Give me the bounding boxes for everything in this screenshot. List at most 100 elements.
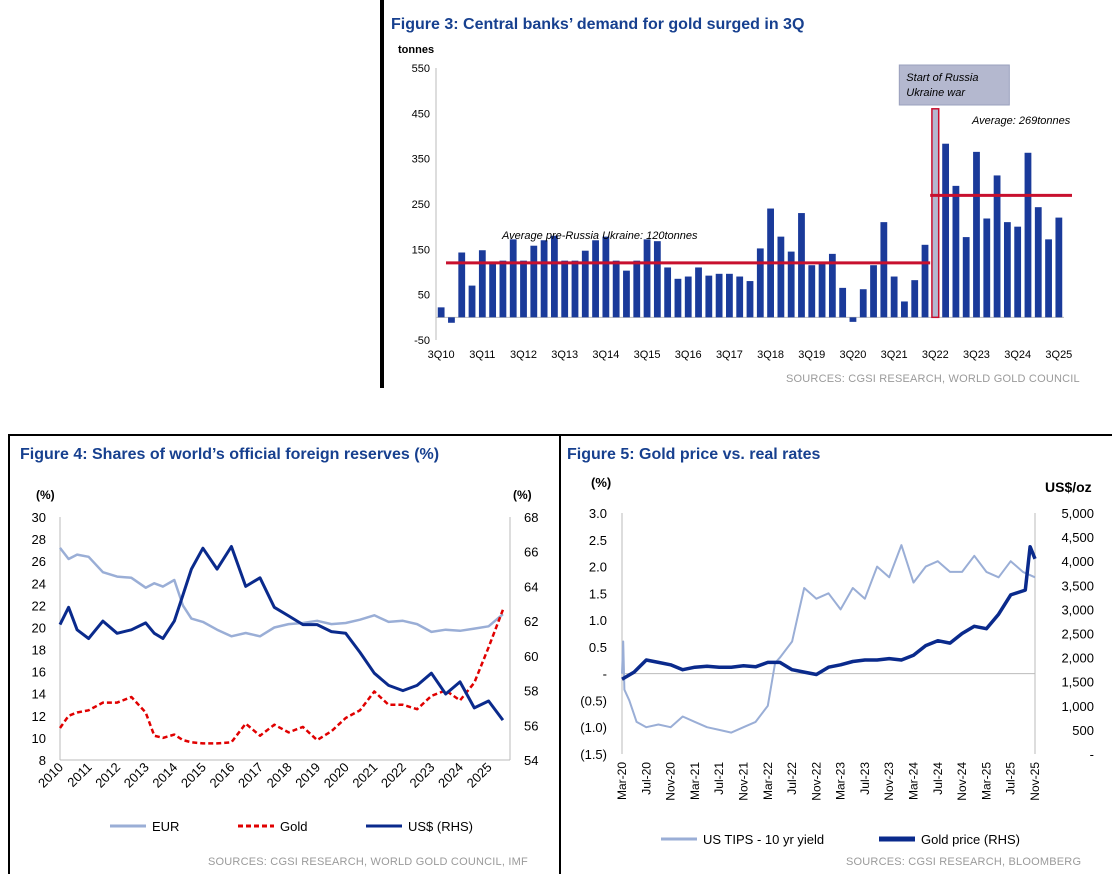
fig3-xtick-label: 3Q19 <box>798 349 825 361</box>
fig5-ytick-left: 1.0 <box>589 613 607 628</box>
fig5-xtick-label: Nov-21 <box>736 762 750 801</box>
fig5-legend-label: US TIPS - 10 yr yield <box>703 832 824 847</box>
fig5-xtick-label: Mar-23 <box>834 762 848 800</box>
fig3-bar <box>448 317 455 323</box>
fig3-annotation-box <box>898 64 1010 106</box>
fig3-bar <box>870 265 877 318</box>
fig5-xtick-label: Jul-20 <box>639 762 653 795</box>
fig5-ytick-right: 4,500 <box>1061 530 1094 545</box>
fig3-title: Figure 3: Central banks’ demand for gold… <box>391 16 805 33</box>
fig4-legend-label: Gold <box>280 819 307 834</box>
fig3-bar <box>798 213 805 318</box>
fig5-series-line <box>621 544 1036 734</box>
fig5-ylabel-left: (%) <box>591 475 611 490</box>
fig5-ytick-right: 5,000 <box>1061 506 1094 521</box>
fig3-bar <box>880 222 888 318</box>
fig5-series-line <box>621 544 1037 681</box>
fig4-series-line <box>59 547 504 638</box>
fig3-bar <box>540 240 548 318</box>
fig5-top-rule <box>560 434 1112 436</box>
fig3-xtick-label: 3Q25 <box>1045 349 1072 361</box>
fig5-xtick-label: Nov-24 <box>955 762 969 801</box>
fig4-xtick-label: 2015 <box>178 760 209 791</box>
fig5-xtick-label: Mar-24 <box>907 762 921 800</box>
fig3-chart: tonnes -50 50 150 250 350 450 550 3Q10 3Q11 3Q12 3Q… <box>398 44 1072 361</box>
fig3-bar <box>942 143 950 318</box>
fig3-xtick-label: 3Q20 <box>839 349 866 361</box>
fig5-ytick-right: 2,500 <box>1061 627 1094 642</box>
fig3-bar <box>458 252 466 318</box>
fig4-ytick-left: 18 <box>32 643 46 658</box>
fig4-xtick-label: 2016 <box>206 760 237 791</box>
fig4-legend-label: EUR <box>152 819 179 834</box>
fig5-ytick-left: 0.5 <box>589 640 607 655</box>
fig4-ytick-right: 54 <box>524 753 538 768</box>
fig5-legend-label: Gold price (RHS) <box>921 832 1020 847</box>
fig3-bar <box>890 276 898 318</box>
fig4-ytick-right: 58 <box>524 684 538 699</box>
fig5-ytick-right: 4,000 <box>1061 554 1094 569</box>
fig3-bar <box>602 236 610 318</box>
fig4-xtick-label: 2019 <box>292 760 323 791</box>
fig4-ytick-left: 24 <box>32 576 46 591</box>
fig5-ytick-left: 2.5 <box>589 533 607 548</box>
fig3-xtick-label: 3Q16 <box>675 349 702 361</box>
fig4-ylabel-left: (%) <box>36 488 55 502</box>
fig3-ytick-label: 150 <box>412 244 430 256</box>
fig3-bar <box>674 278 682 318</box>
fig3-bar <box>859 289 867 318</box>
fig4-source: SOURCES: CGSI RESEARCH, WORLD GOLD COUNC… <box>208 856 528 868</box>
fig5-xtick-label: Jul-25 <box>1004 762 1018 795</box>
fig3-bar <box>468 285 476 318</box>
fig3-xtick-label: 3Q23 <box>963 349 990 361</box>
fig4-xtick-label: 2022 <box>378 760 409 791</box>
fig3-bar <box>705 275 713 318</box>
fig4-ytick-right: 64 <box>524 579 538 594</box>
fig5-xtick-label: Mar-25 <box>979 762 993 800</box>
fig3-bar <box>962 237 970 318</box>
fig5-source: SOURCES: CGSI RESEARCH, BLOOMBERG <box>846 856 1082 868</box>
fig5-ylabel-right: US$/oz <box>1045 479 1092 495</box>
fig3-bar <box>530 245 538 318</box>
fig3-bar <box>581 250 589 318</box>
fig3-ytick-label: 50 <box>418 290 430 302</box>
fig5-xtick-label: Mar-22 <box>761 762 775 800</box>
fig3-xtick-label: 3Q21 <box>881 349 908 361</box>
fig3-bar <box>612 260 620 318</box>
fig3-bar-highlight <box>931 108 940 319</box>
fig3-bar <box>499 260 507 318</box>
fig5-xtick-label: Nov-23 <box>882 762 896 801</box>
fig5-xtick-label: Nov-20 <box>664 762 678 801</box>
fig4-xtick-label: 2023 <box>406 760 437 791</box>
fig4-chart: (%) (%)8101214161820222426283054565860626… <box>32 488 539 834</box>
fig5-ytick-left: 2.0 <box>589 560 607 575</box>
fig4-ytick-left: 14 <box>32 687 46 702</box>
fig3-xtick-label: 3Q14 <box>592 349 619 361</box>
fig3-bar <box>664 267 672 318</box>
fig3-bar <box>715 273 723 318</box>
fig4-xtick-label: 2014 <box>149 760 180 791</box>
fig3-bar <box>509 239 517 318</box>
fig3-bar <box>952 185 960 318</box>
fig3-bar <box>1034 207 1042 318</box>
fig3-bar <box>901 301 908 318</box>
fig4-ytick-left: 28 <box>32 532 46 547</box>
fig5-title: Figure 5: Gold price vs. real rates <box>567 446 821 463</box>
fig3-bar <box>983 218 991 318</box>
fig5-xtick-label: Jul-21 <box>712 762 726 795</box>
fig3-bar <box>592 240 599 318</box>
fig3-bar <box>520 260 527 318</box>
fig3-left-rule <box>380 0 384 388</box>
fig3-xtick-label: 3Q12 <box>510 349 537 361</box>
fig4-legend-label: US$ (RHS) <box>408 819 473 834</box>
fig3-xtick-label: 3Q10 <box>428 349 455 361</box>
fig3-bar <box>726 273 733 318</box>
fig3-bar <box>808 265 816 318</box>
fig3-bar <box>736 276 744 318</box>
fig3-bar <box>489 262 497 318</box>
fig3-average-label: Average: 269tonnes <box>971 115 1071 127</box>
fig4-ytick-left: 30 <box>32 510 46 525</box>
fig4-xtick-label: 2020 <box>321 760 352 791</box>
fig3-xtick-label: 3Q11 <box>469 349 495 361</box>
fig3-xtick-label: 3Q13 <box>551 349 578 361</box>
